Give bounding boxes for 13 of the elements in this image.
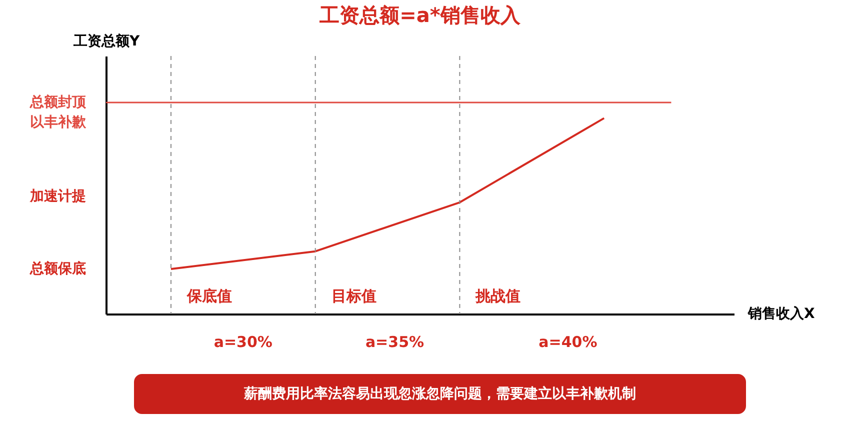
text: a=30% — [214, 333, 272, 351]
x-axis-title: 销售收入X — [747, 306, 815, 322]
annotation: 保底值 — [186, 287, 232, 305]
y-axis-title: 工资总额Y — [72, 32, 140, 50]
annotation: 目标值 — [331, 287, 376, 305]
ref-line-label: 总额封顶以丰补歉 — [29, 94, 87, 131]
annotation: 挑战值 — [474, 287, 521, 305]
text: 总额保底 — [29, 260, 86, 277]
chart-title: 工资总额=a*销售收入 — [318, 3, 522, 27]
text: a=35% — [365, 333, 424, 351]
text: 薪酬费用比率法容易出现忽涨忽降问题，需要建立以丰补歉机制 — [243, 385, 636, 402]
text: 加速计提 — [29, 188, 86, 205]
text: a=40% — [538, 333, 598, 351]
